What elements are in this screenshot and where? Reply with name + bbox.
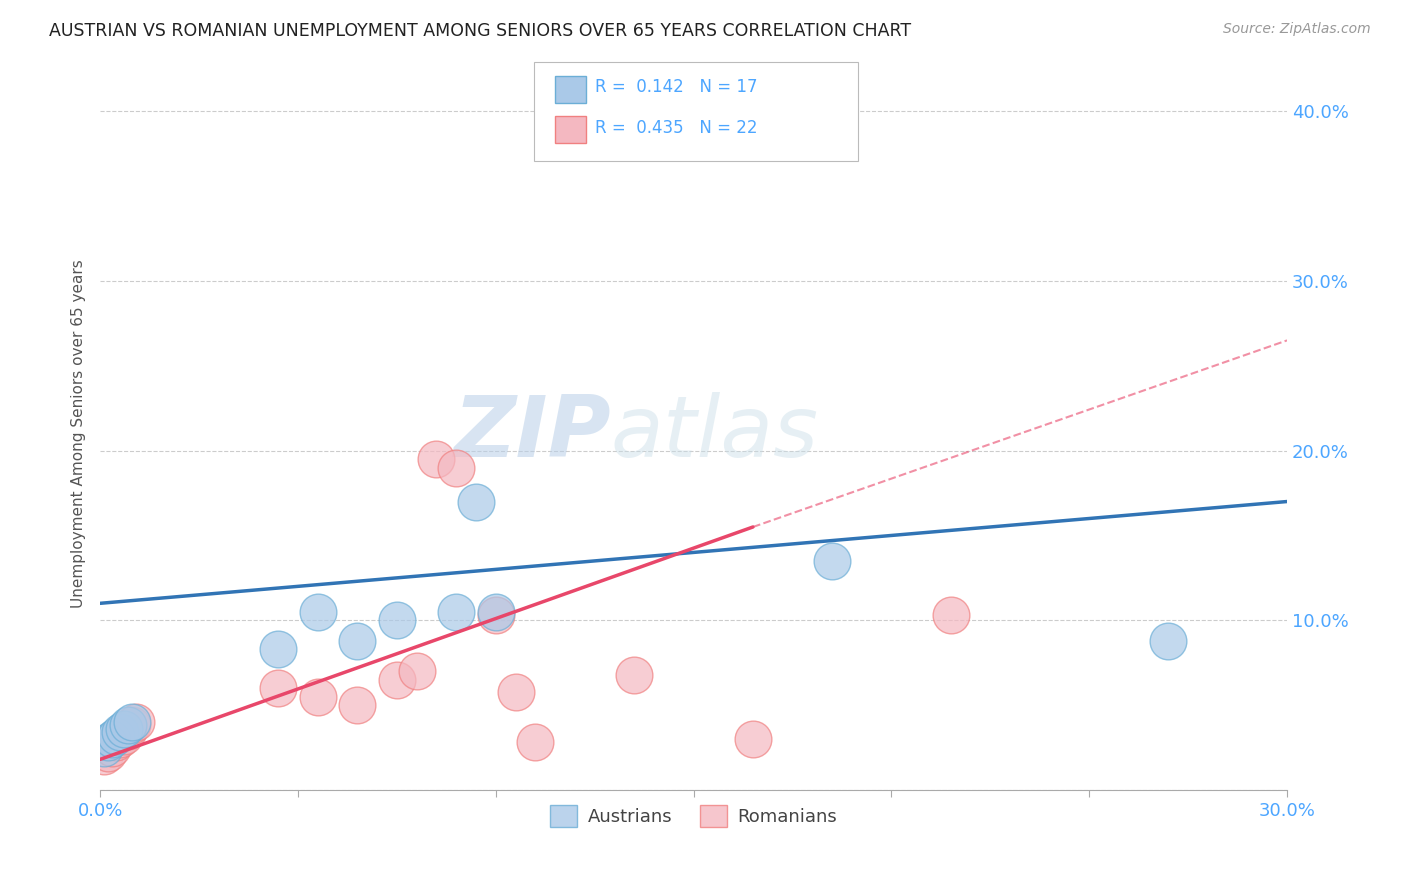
Point: [93, 749, 115, 764]
Point: [385, 613, 408, 627]
Point: [108, 725, 131, 739]
Point: [267, 642, 290, 657]
Text: atlas: atlas: [610, 392, 818, 475]
Point: [117, 723, 139, 738]
Point: [121, 718, 143, 732]
Point: [444, 460, 467, 475]
Point: [939, 608, 962, 623]
Legend: Austrians, Romanians: Austrians, Romanians: [543, 797, 845, 834]
Point: [112, 722, 135, 736]
Y-axis label: Unemployment Among Seniors over 65 years: Unemployment Among Seniors over 65 years: [72, 260, 86, 608]
Point: [108, 732, 131, 747]
Text: ZIP: ZIP: [453, 392, 610, 475]
Point: [505, 684, 527, 698]
Point: [117, 718, 139, 732]
Point: [425, 452, 447, 467]
Point: [465, 494, 488, 508]
Point: [101, 740, 124, 755]
Point: [821, 554, 844, 568]
Text: R =  0.142   N = 17: R = 0.142 N = 17: [595, 78, 758, 96]
Point: [524, 735, 547, 749]
Point: [405, 664, 427, 678]
Point: [485, 608, 508, 623]
Point: [1157, 633, 1180, 648]
Point: [101, 732, 124, 747]
Point: [307, 690, 329, 704]
Point: [444, 605, 467, 619]
Point: [742, 732, 765, 747]
Point: [307, 605, 329, 619]
Point: [121, 714, 143, 729]
Point: [267, 681, 290, 695]
Point: [623, 667, 645, 681]
Point: [125, 714, 148, 729]
Text: Source: ZipAtlas.com: Source: ZipAtlas.com: [1223, 22, 1371, 37]
Point: [485, 605, 508, 619]
Point: [346, 633, 368, 648]
Point: [97, 735, 120, 749]
Text: AUSTRIAN VS ROMANIAN UNEMPLOYMENT AMONG SENIORS OVER 65 YEARS CORRELATION CHART: AUSTRIAN VS ROMANIAN UNEMPLOYMENT AMONG …: [49, 22, 911, 40]
Point: [385, 673, 408, 687]
Text: R =  0.435   N = 22: R = 0.435 N = 22: [595, 119, 758, 136]
Point: [104, 729, 127, 743]
Point: [104, 735, 127, 749]
Point: [112, 729, 135, 743]
Point: [346, 698, 368, 712]
Point: [93, 740, 115, 755]
Point: [97, 746, 120, 760]
